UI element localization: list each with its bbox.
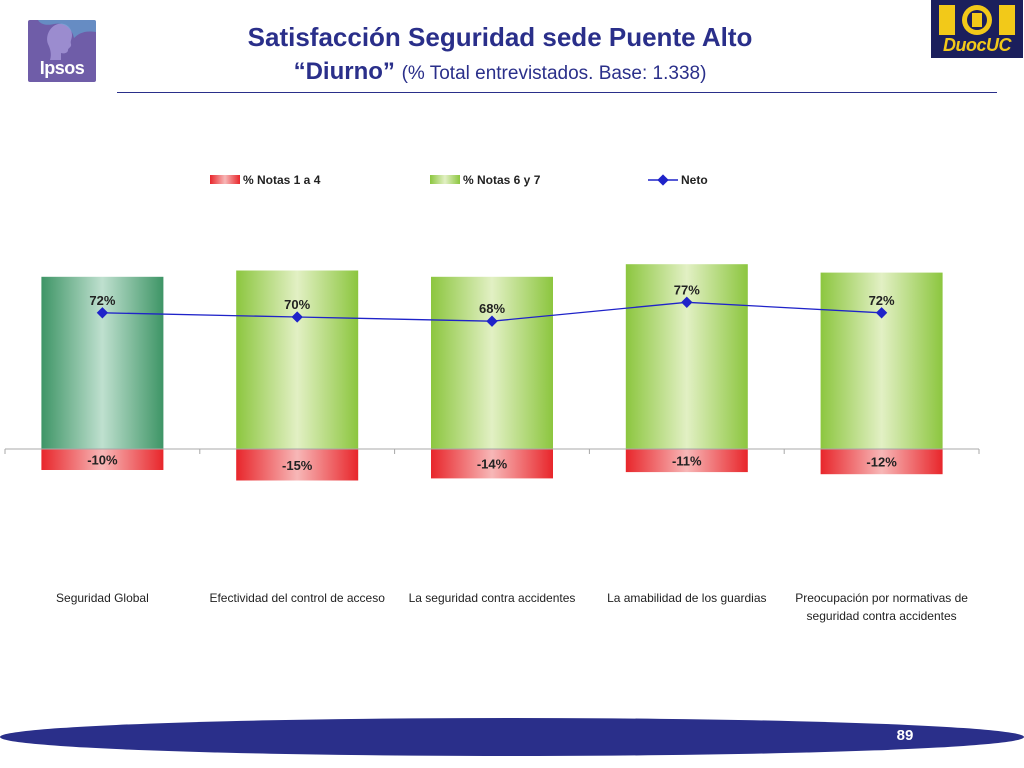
neto-label-3: 77% xyxy=(674,282,700,297)
neto-label-2: 68% xyxy=(479,301,505,316)
category-label-0: Seguridad Global xyxy=(56,591,149,605)
duoc-wordmark: DuocUC xyxy=(943,35,1012,55)
bar-positive-3 xyxy=(625,264,748,449)
duoc-logo: DuocUC xyxy=(931,0,1023,58)
footer-band xyxy=(0,718,1024,756)
category-label-3: La amabilidad de los guardias xyxy=(607,591,766,605)
negative-label-3: -11% xyxy=(672,454,702,469)
bar-positive-4 xyxy=(820,272,943,449)
legend-label-0: % Notas 1 a 4 xyxy=(243,173,321,187)
page-subtitle: “Diurno” (% Total entrevistados. Base: 1… xyxy=(120,58,880,86)
neto-label-1: 70% xyxy=(284,297,310,312)
negative-label-2: -14% xyxy=(477,457,508,472)
legend-label-2: Neto xyxy=(681,173,708,187)
neto-point-2 xyxy=(486,315,498,327)
bar-positive-1 xyxy=(236,270,359,449)
ipsos-wordmark: Ipsos xyxy=(39,58,85,78)
bar-negative-2 xyxy=(431,449,553,479)
legend-marker xyxy=(657,174,669,186)
title-divider xyxy=(117,92,997,93)
ipsos-head-icon xyxy=(38,20,96,60)
page-title: Satisfacción Seguridad sede Puente Alto xyxy=(247,22,753,52)
subtitle-main: “Diurno” xyxy=(293,58,395,85)
subtitle-base: (% Total entrevistados. Base: 1.338) xyxy=(401,63,707,84)
bar-negative-1 xyxy=(236,449,359,481)
bar-positive-0 xyxy=(41,276,164,449)
legend-label-1: % Notas 6 y 7 xyxy=(463,173,541,187)
neto-point-1 xyxy=(291,311,303,323)
bar-negative-0 xyxy=(41,449,164,470)
legend-swatch-1 xyxy=(430,175,460,184)
ipsos-logo: Ipsos xyxy=(28,20,96,82)
negative-label-4: -12% xyxy=(866,455,897,470)
negative-label-1: -15% xyxy=(282,458,313,473)
page-number: 89 xyxy=(896,727,914,744)
bar-negative-3 xyxy=(625,449,748,473)
neto-point-4 xyxy=(875,307,888,319)
bar-negative-4 xyxy=(820,449,943,475)
category-label-4: Preocupación por normativas de xyxy=(795,591,968,605)
bar-positive-2 xyxy=(431,276,553,449)
category-label-4: seguridad contra accidentes xyxy=(807,609,957,623)
legend-swatch-0 xyxy=(210,175,240,184)
negative-label-0: -10% xyxy=(87,453,118,468)
category-label-2: La seguridad contra accidentes xyxy=(409,591,576,605)
duoc-crest-icon xyxy=(939,5,1015,35)
category-label-1: Efectividad del control de acceso xyxy=(209,591,385,605)
neto-label-4: 72% xyxy=(869,293,895,308)
neto-label-0: 72% xyxy=(89,293,115,308)
chart-legend: % Notas 1 a 4 % Notas 6 y 7 Neto xyxy=(210,173,708,187)
bar-line-chart: % Notas 1 a 4 % Notas 6 y 7 Neto 72% 70% 68%… xyxy=(4,173,980,623)
neto-point-3 xyxy=(681,296,693,308)
